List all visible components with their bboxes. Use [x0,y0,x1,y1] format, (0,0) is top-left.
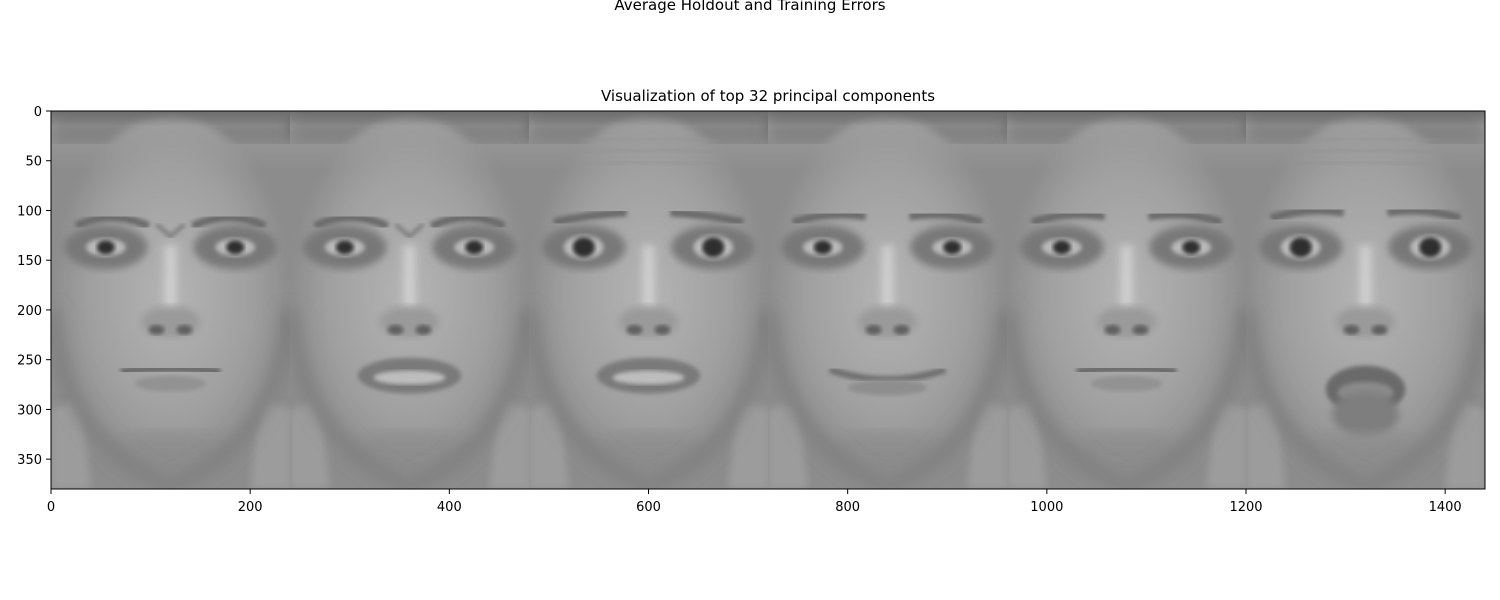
x-tick-label: 600 [636,500,661,515]
face-panel-fear [526,111,771,489]
y-tick-label: 0 [34,105,42,120]
y-axis: 0 50 100 150 200 250 300 350 [17,105,51,468]
face-panel-surprise [1243,111,1485,489]
x-tick-label: 1200 [1229,500,1262,515]
y-tick-label: 50 [25,155,42,170]
axes-title: Visualization of top 32 principal compon… [600,87,936,105]
face-panel-happy [765,111,1010,489]
x-tick-label: 1400 [1429,500,1462,515]
y-tick-label: 300 [17,403,42,418]
face-panel-sad [1004,111,1249,489]
y-tick-label: 200 [17,304,42,319]
x-tick-label: 200 [238,500,263,515]
x-axis: 0 200 400 600 800 1000 1200 1400 [47,489,1462,515]
y-tick-label: 150 [17,254,42,269]
y-tick-label: 350 [17,453,42,468]
y-tick-label: 250 [17,354,42,369]
y-tick-label: 100 [17,204,42,219]
x-tick-label: 1000 [1030,500,1063,515]
face-image [51,111,1485,489]
x-tick-label: 0 [47,500,55,515]
face-panel-disgust [287,111,532,489]
face-panel-angry [51,111,293,489]
figure-suptitle: Average Holdout and Training Errors [614,0,886,14]
axes-frame [50,110,1486,490]
x-tick-label: 400 [437,500,462,515]
x-tick-label: 800 [835,500,860,515]
